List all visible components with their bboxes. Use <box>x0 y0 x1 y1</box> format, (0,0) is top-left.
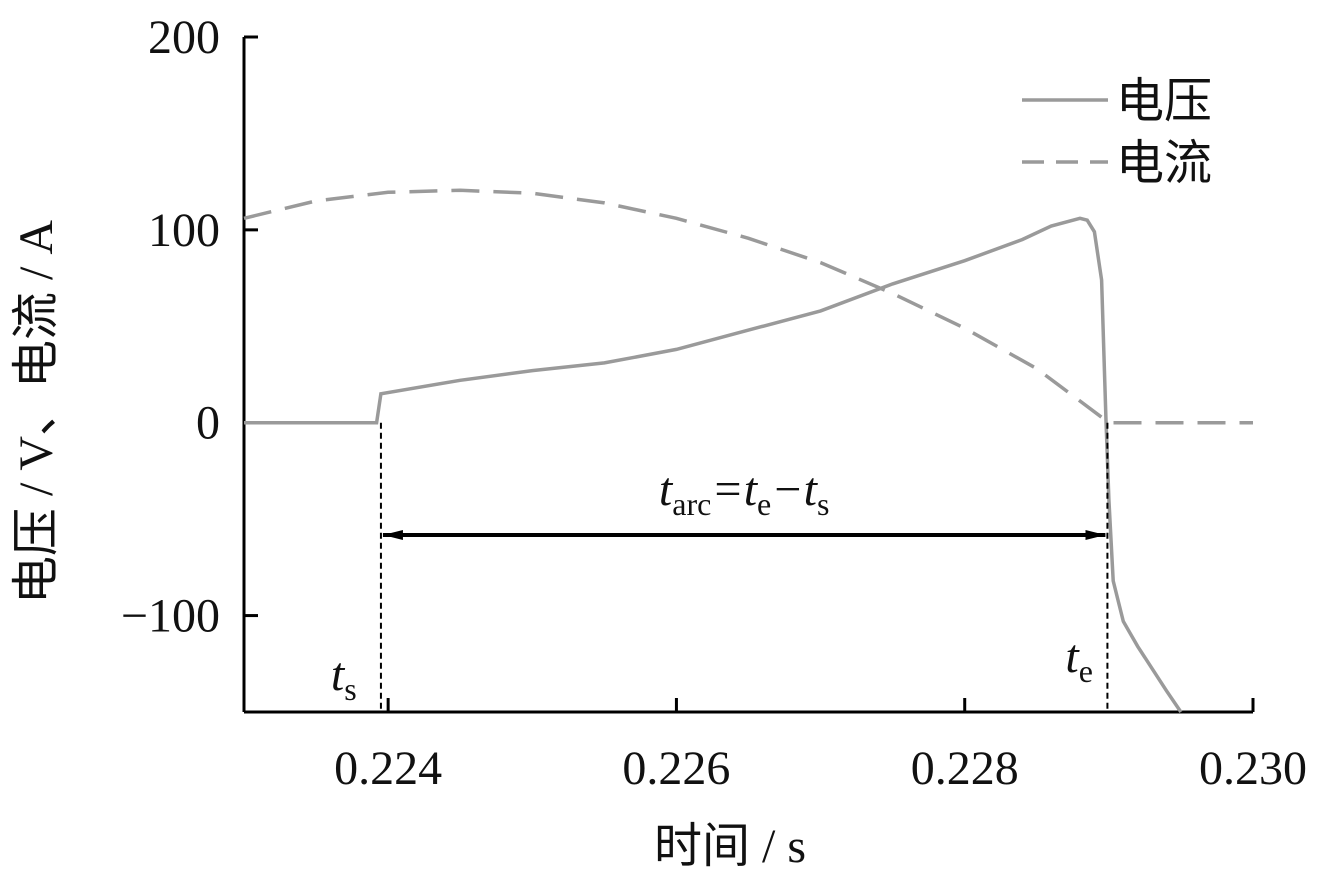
x-tick-label: 0.228 <box>911 742 1019 795</box>
y-tick-label: −100 <box>121 590 220 643</box>
y-tick-label: 100 <box>148 204 220 257</box>
y-axis-label: 电压 / V、电流 / A <box>10 220 63 604</box>
annotation: tarc=te−ts <box>659 463 830 522</box>
annotation-sub: e <box>1079 653 1093 689</box>
annotation-text: t <box>659 463 674 516</box>
series-line <box>243 188 1253 425</box>
legend-label: 电压 <box>1116 75 1212 128</box>
y-tick-label: 200 <box>148 11 220 64</box>
x-tick-label: 0.226 <box>622 742 730 795</box>
annotation-sub: e <box>757 486 771 522</box>
x-tick-label: 0.224 <box>334 742 442 795</box>
annotation-text: =t <box>711 463 758 516</box>
annotation-text: t <box>331 648 346 701</box>
x-tick-label: 0.230 <box>1199 742 1307 795</box>
annotation-sub: s <box>344 671 356 707</box>
annotation: te <box>1065 630 1093 689</box>
legend-label: 电流 <box>1116 137 1212 190</box>
annotation: ts <box>331 648 357 707</box>
annotation-sub: s <box>817 486 829 522</box>
x-axis-label: 时间 / s <box>654 820 806 873</box>
y-tick-label: 0 <box>196 397 220 450</box>
annotation-text: −t <box>771 463 818 516</box>
annotation-text: t <box>1065 630 1080 683</box>
annotation-sub: arc <box>672 486 711 522</box>
series-line <box>244 216 1183 713</box>
